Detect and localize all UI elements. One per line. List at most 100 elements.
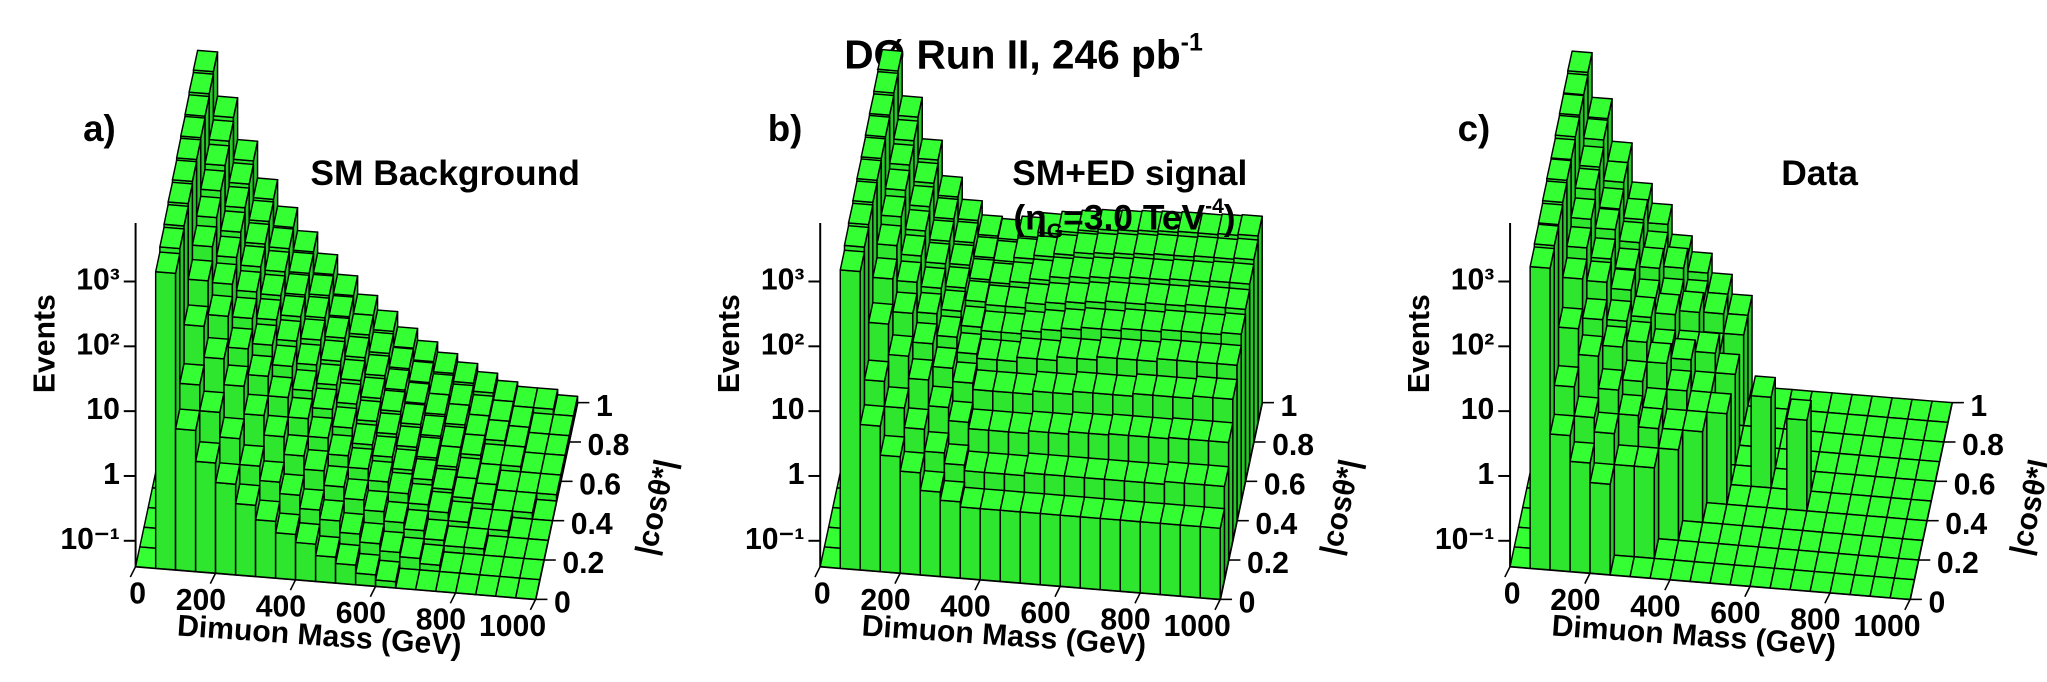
bar-top: [299, 318, 326, 341]
y-tick-label: 10⁻¹: [60, 523, 120, 556]
bar-top: [1216, 343, 1242, 366]
bar-top: [843, 224, 870, 248]
bar-top: [919, 469, 946, 493]
bar-top: [968, 257, 995, 281]
x-tick: [369, 585, 377, 598]
bar-top: [1562, 72, 1589, 96]
plot: [1509, 50, 1954, 601]
bar-top: [897, 95, 923, 118]
bar-top: [907, 357, 934, 381]
bar-top: [1573, 395, 1600, 419]
bar-top: [1587, 96, 1613, 120]
bar-top: [323, 464, 349, 488]
bar-top: [184, 94, 210, 117]
bar-top: [1622, 197, 1649, 221]
z-tick-label: 0.4: [1945, 508, 1987, 541]
bar-top: [1554, 114, 1581, 138]
bar-top: [953, 220, 979, 244]
bar-top: [1714, 352, 1741, 376]
plot: [134, 49, 579, 601]
bar-top: [867, 301, 894, 325]
y-axis-title: Events: [1403, 294, 1436, 393]
bar-front: [1633, 465, 1656, 560]
bar-top: [944, 265, 971, 289]
bar-top: [191, 224, 218, 248]
bar-top: [188, 71, 215, 95]
bar-top: [371, 435, 398, 458]
bar-top: [383, 500, 409, 524]
bar-top: [936, 315, 962, 338]
z-axis-title: |cosθ*|: [630, 456, 682, 558]
x-tick: [974, 579, 981, 591]
bar-top: [1598, 186, 1625, 210]
bar: [334, 543, 361, 586]
bar-top: [1570, 197, 1597, 221]
bar-top: [884, 168, 911, 192]
bar-top: [224, 185, 250, 209]
bar: [1914, 459, 1941, 483]
bar-top: [468, 393, 495, 417]
bar-top: [880, 194, 907, 218]
bar-front: [1786, 417, 1808, 512]
panel-annotation: (ηG=3.0 TeV-4): [1013, 195, 1235, 243]
bar-top: [1590, 237, 1616, 260]
bar: [1633, 445, 1660, 560]
bar-top: [1614, 247, 1641, 271]
bar-top: [379, 530, 405, 554]
bar-top: [552, 394, 579, 417]
bar-top: [267, 375, 294, 399]
bar-top: [274, 512, 301, 536]
panel-label: c): [1458, 108, 1491, 149]
bar-top: [240, 244, 266, 268]
bar-top: [1626, 320, 1652, 344]
x-tick: [894, 572, 901, 584]
bar-top: [879, 434, 906, 458]
bar-top: [284, 272, 310, 296]
bar-top: [171, 159, 198, 183]
bar-top: [463, 526, 489, 550]
z-axis-title: |cosθ*|: [1314, 456, 1366, 558]
y-tick-label: 10⁻¹: [745, 523, 805, 556]
x-tick: [209, 572, 217, 584]
bar-top: [519, 557, 545, 581]
bar-top: [339, 358, 366, 382]
bar: [1589, 462, 1616, 576]
bar-top: [1690, 370, 1717, 394]
annotation-part: ): [1224, 198, 1236, 238]
z-tick-label: 0.4: [1255, 508, 1297, 541]
bar-top: [1681, 409, 1708, 433]
bar-top: [364, 353, 390, 377]
bar-top: [917, 138, 943, 161]
bar: [1750, 375, 1776, 489]
bar-front: [959, 506, 981, 581]
bar-top: [444, 402, 470, 426]
bar-top: [887, 334, 914, 357]
bar: [1918, 439, 1945, 463]
bar-top: [1702, 291, 1729, 315]
y-tick-label: 10²: [1451, 328, 1495, 361]
bar-top: [1557, 306, 1584, 330]
bar-top: [154, 251, 181, 275]
x-tick: [1134, 592, 1141, 604]
bar-top: [1220, 312, 1247, 335]
bar-top: [864, 114, 891, 138]
bar: [1901, 518, 1928, 542]
y-tick-label: 1: [788, 458, 805, 491]
bar-top: [960, 305, 987, 328]
bar-front: [1079, 516, 1101, 591]
bar-top: [1558, 93, 1585, 116]
bar-top: [947, 400, 974, 424]
bar-top: [208, 119, 235, 142]
x-tick-label: 800: [1790, 604, 1840, 637]
y-tick-label: 10³: [761, 263, 805, 296]
bar-top: [916, 291, 942, 315]
bar-top: [448, 383, 475, 406]
bar-top: [174, 408, 201, 432]
bar-top: [372, 309, 399, 333]
bar-top: [303, 448, 329, 472]
bar-front: [1019, 511, 1042, 586]
bar-top: [195, 195, 222, 219]
bar-top: [1670, 337, 1696, 361]
bar: [535, 472, 562, 502]
bar-top: [1694, 331, 1721, 354]
